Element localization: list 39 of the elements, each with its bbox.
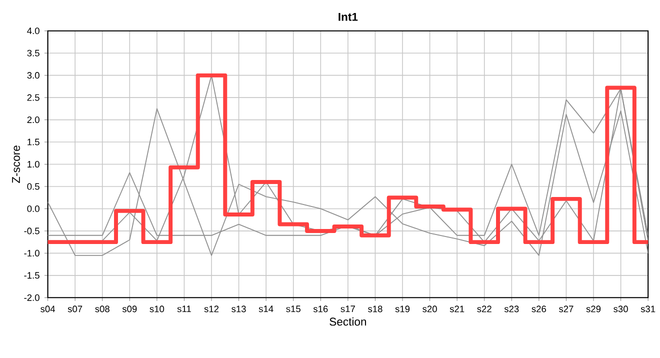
x-tick-label: s07 (68, 305, 82, 312)
x-tick-label: s20 (422, 305, 437, 312)
x-tick-label: s22 (477, 305, 492, 312)
x-tick-label: s23 (504, 305, 519, 312)
y-axis-title: Z-score (12, 145, 20, 183)
x-tick-label: s08 (95, 305, 110, 312)
x-tick-label: s15 (286, 305, 300, 312)
x-tick-label: s18 (368, 305, 382, 312)
x-tick-label: s04 (40, 305, 56, 312)
x-tick-label: s26 (532, 305, 546, 312)
x-tick-label: s31 (640, 305, 656, 312)
x-tick-label: s13 (232, 305, 246, 312)
x-tick-label: s17 (340, 305, 355, 312)
y-tick-label: 3.0 (27, 72, 40, 78)
y-tick-label: 1.0 (28, 160, 40, 168)
x-tick-label: s09 (122, 305, 137, 312)
y-tick-label: 1.5 (28, 138, 40, 146)
x-tick-label: s30 (614, 305, 628, 312)
y-tick-label: -0.5 (24, 227, 40, 234)
x-tick-label: s14 (258, 305, 274, 312)
y-tick-label: 4.0 (27, 27, 40, 34)
x-tick-label: s12 (204, 305, 219, 312)
x-tick-label: s29 (586, 305, 601, 312)
y-tick-label: 0.0 (27, 205, 40, 212)
x-tick-label: s21 (450, 305, 464, 312)
y-tick-label: 0.5 (27, 183, 40, 190)
y-tick-label: 3.5 (27, 50, 40, 56)
y-tick-label: 2.0 (27, 116, 40, 123)
x-tick-label: s19 (395, 305, 410, 312)
x-tick-label: s27 (558, 305, 574, 312)
x-tick-label: s16 (313, 305, 328, 312)
x-axis-title: Section (330, 317, 366, 326)
y-tick-label: -2.0 (24, 294, 40, 301)
x-tick-label: s11 (177, 305, 191, 312)
chart-title: Int1 (338, 12, 358, 21)
y-tick-label: -1.0 (24, 250, 40, 256)
x-tick-label: s10 (150, 305, 164, 312)
y-tick-label: -1.5 (24, 272, 40, 278)
y-tick-label: 2.5 (27, 94, 40, 101)
